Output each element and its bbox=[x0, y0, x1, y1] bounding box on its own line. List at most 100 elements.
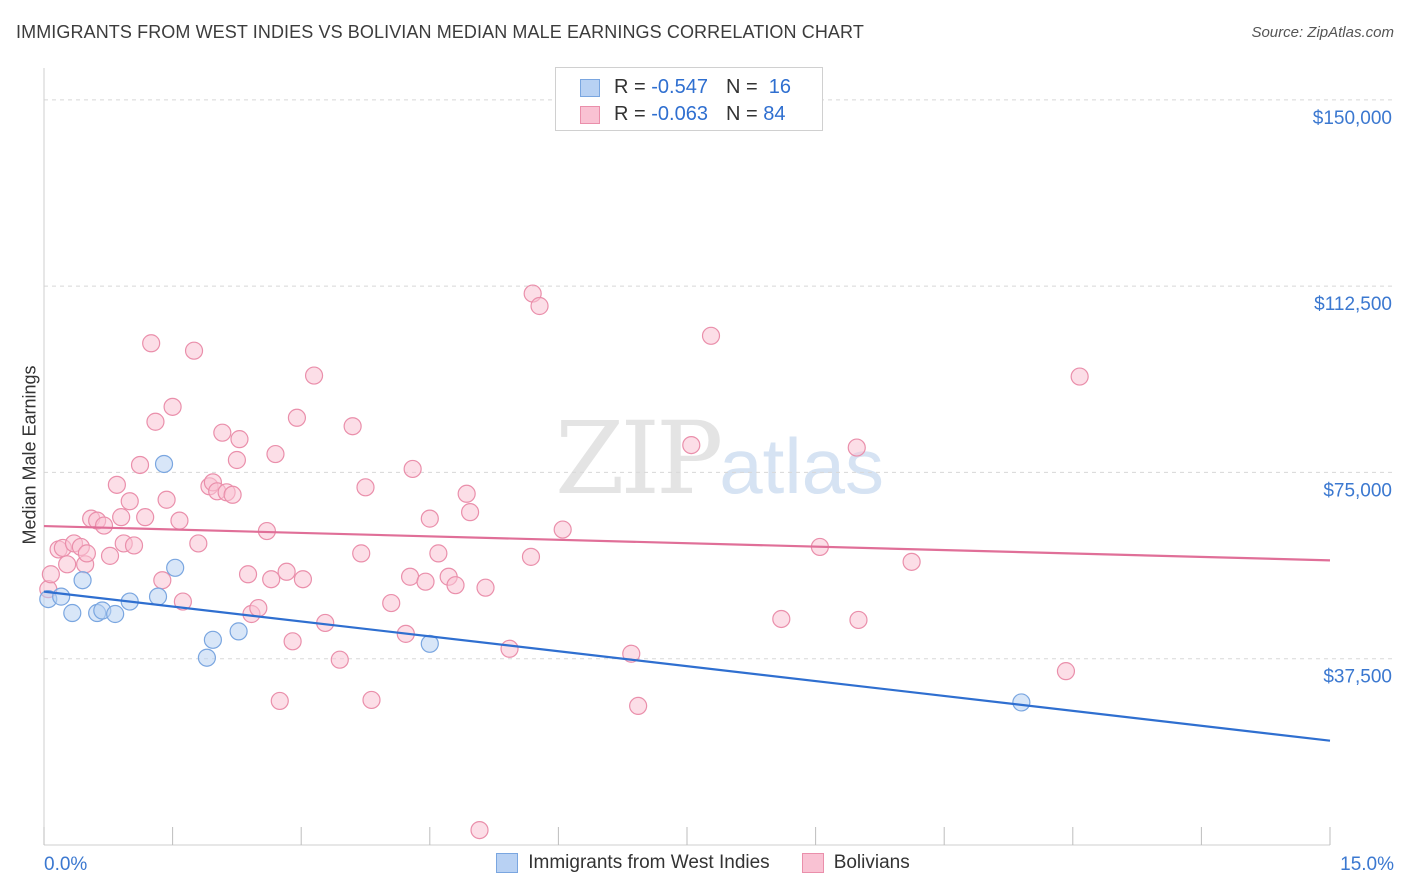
bolivian-point bbox=[283, 632, 302, 651]
bolivian-point bbox=[142, 334, 161, 353]
west-indies-point bbox=[203, 630, 222, 649]
x-tick-label: 0.0% bbox=[44, 854, 87, 875]
bolivian-point bbox=[153, 571, 172, 590]
legend-row-bolivians: R = -0.063 N = 84 bbox=[580, 103, 785, 126]
legend-r-value: -0.063 bbox=[651, 103, 708, 125]
bolivian-point bbox=[457, 484, 476, 503]
legend-row-west-indies: R = -0.547 N = 16 bbox=[580, 76, 791, 99]
west-indies-point bbox=[63, 603, 82, 623]
bolivian-point bbox=[277, 562, 296, 581]
legend-n-value: 16 bbox=[768, 76, 792, 98]
bolivian-point bbox=[130, 455, 150, 475]
source-label: Source: ZipAtlas.com bbox=[1251, 24, 1394, 41]
y-tick-label: $75,000 bbox=[1323, 480, 1392, 501]
bolivian-point bbox=[94, 516, 114, 535]
west-indies-trendline bbox=[43, 590, 1331, 742]
west-indies-point bbox=[1012, 693, 1031, 712]
bolivian-point bbox=[124, 536, 144, 555]
bolivian-point bbox=[343, 417, 362, 436]
west-indies-point bbox=[73, 571, 92, 590]
bolivian-point bbox=[356, 478, 375, 497]
west-indies-point bbox=[166, 558, 185, 577]
west-indies-point bbox=[148, 587, 168, 606]
bolivian-point bbox=[476, 578, 495, 597]
legend-r-label: R = bbox=[614, 103, 646, 125]
bolivian-point bbox=[682, 435, 701, 455]
bolivian-point bbox=[1070, 367, 1089, 386]
y-axis-title: Median Male Earnings bbox=[19, 365, 40, 545]
y-tick-label: $150,000 bbox=[1313, 108, 1392, 129]
series-legend-west-indies: Immigrants from West Indies bbox=[496, 852, 770, 874]
bolivian-point bbox=[416, 572, 435, 591]
bolivian-point bbox=[330, 650, 349, 669]
bolivian-point bbox=[173, 592, 192, 611]
watermark-zip: ZIP bbox=[555, 400, 723, 517]
bolivian-point bbox=[136, 508, 155, 527]
bolivian-point bbox=[100, 546, 120, 565]
series-swatch-blue bbox=[496, 853, 519, 873]
bolivian-point bbox=[382, 593, 401, 613]
series-swatch-pink bbox=[801, 853, 824, 873]
bolivian-point bbox=[77, 544, 96, 563]
series-legend: Immigrants from West Indies Bolivians bbox=[0, 852, 1406, 874]
bolivian-point bbox=[403, 459, 422, 479]
bolivian-point bbox=[1056, 662, 1076, 681]
bolivian-point bbox=[400, 567, 420, 586]
watermark: ZIPatlas bbox=[555, 400, 884, 517]
y-tick-label: $112,500 bbox=[1314, 294, 1392, 315]
legend-n-value: 84 bbox=[763, 103, 786, 125]
series-legend-bolivians: Bolivians bbox=[801, 852, 910, 874]
west-indies-point bbox=[106, 604, 125, 624]
bolivian-point bbox=[553, 520, 572, 539]
bolivian-point bbox=[238, 565, 258, 584]
bolivian-point bbox=[362, 690, 381, 710]
bolivian-point bbox=[163, 397, 182, 416]
bolivian-point bbox=[352, 544, 371, 563]
bolivian-point bbox=[521, 547, 541, 566]
bolivian-point bbox=[262, 570, 281, 589]
bolivian-point bbox=[112, 508, 131, 527]
bolivian-point bbox=[530, 296, 549, 316]
bolivian-point bbox=[184, 341, 204, 360]
west-indies-point bbox=[154, 454, 174, 474]
bolivian-point bbox=[847, 438, 866, 457]
bolivian-point bbox=[230, 430, 249, 449]
bolivian-point bbox=[58, 555, 77, 574]
y-tick-label: $37,500 bbox=[1323, 667, 1392, 688]
bolivian-point bbox=[287, 408, 307, 427]
bolivian-point bbox=[622, 644, 641, 663]
bolivian-point bbox=[270, 691, 289, 711]
bolivian-point bbox=[107, 475, 126, 494]
bolivian-point bbox=[429, 544, 448, 563]
bolivian-point bbox=[213, 423, 232, 442]
x-tick-label: 15.0% bbox=[1340, 854, 1394, 875]
legend-n-label: N = bbox=[725, 103, 758, 125]
bolivian-point bbox=[41, 565, 60, 584]
watermark-atlas: atlas bbox=[719, 422, 885, 510]
bolivian-point bbox=[157, 490, 176, 509]
bolivian-point bbox=[849, 610, 868, 630]
west-indies-point bbox=[52, 587, 71, 606]
bolivian-point bbox=[189, 534, 208, 553]
bolivian-point bbox=[902, 552, 921, 571]
bolivian-point bbox=[223, 485, 242, 504]
bolivian-point bbox=[293, 570, 313, 589]
bolivian-point bbox=[266, 444, 285, 464]
bolivian-point bbox=[249, 598, 268, 618]
bolivian-point bbox=[170, 511, 189, 530]
bolivian-point bbox=[470, 820, 489, 840]
bolivian-point bbox=[120, 492, 139, 511]
bolivian-point bbox=[701, 326, 721, 345]
bolivian-point bbox=[446, 576, 465, 595]
bolivian-point bbox=[629, 696, 648, 716]
bolivian-point bbox=[772, 609, 791, 629]
chart-title: IMMIGRANTS FROM WEST INDIES VS BOLIVIAN … bbox=[16, 22, 864, 42]
bolivian-point bbox=[146, 412, 165, 431]
series-legend-label: Immigrants from West Indies bbox=[528, 852, 770, 873]
legend-r-label: R = bbox=[614, 76, 646, 98]
bolivian-point bbox=[500, 639, 519, 658]
bolivian-point bbox=[420, 509, 439, 528]
correlation-legend: R = -0.547 N = 16 R = -0.063 N = 84 bbox=[555, 67, 823, 131]
legend-r-value: -0.547 bbox=[651, 76, 708, 98]
bolivian-point bbox=[227, 450, 246, 470]
